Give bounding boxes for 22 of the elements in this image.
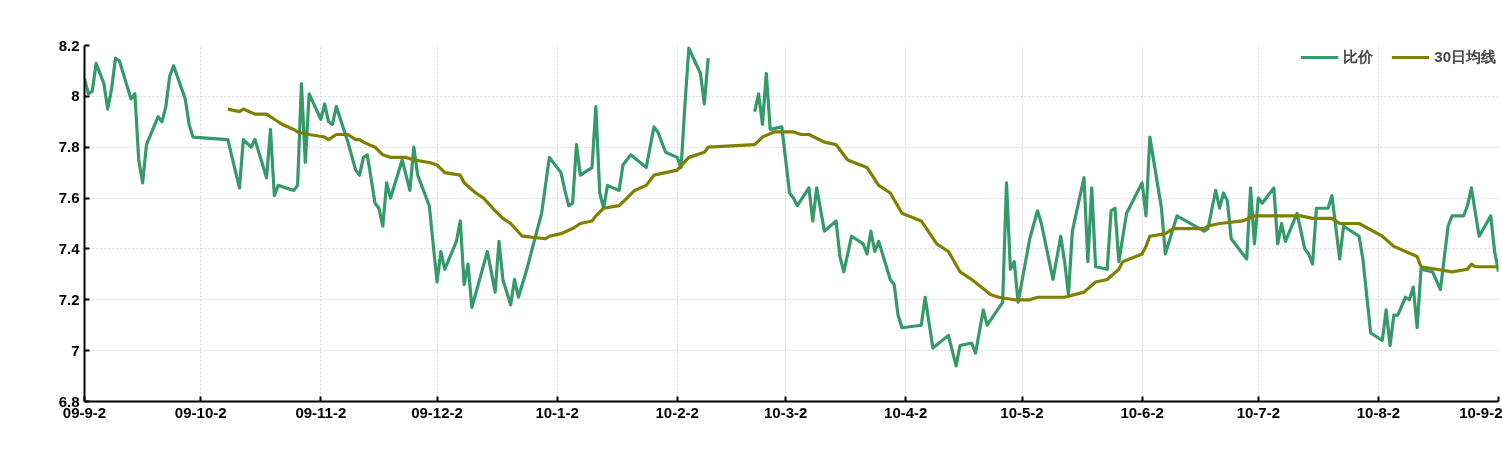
y-tick-label: 8.2 [58, 36, 80, 54]
x-tick-label: 10-8-2 [1356, 403, 1401, 421]
y-tick-label: 7.2 [58, 290, 80, 308]
x-tick-label: 09-10-2 [174, 403, 227, 421]
legend-label: 比价 [1343, 47, 1374, 67]
x-tick-label: 10-9-2 [1459, 403, 1502, 421]
x-tick-label: 09-11-2 [295, 403, 347, 421]
x-tick-label: 09-12-2 [411, 403, 463, 421]
y-tick-label: 8 [71, 87, 80, 105]
y-tick-label: 7.6 [58, 189, 80, 207]
y-tick-label: 7 [71, 341, 80, 359]
y-tick-label: 7.4 [58, 239, 81, 257]
x-tick-label: 10-4-2 [884, 403, 928, 421]
x-tick-label: 10-2-2 [655, 403, 699, 421]
x-tick-label: 10-3-2 [764, 403, 808, 421]
legend-label: 30日均线 [1434, 47, 1496, 67]
x-tick-label: 10-7-2 [1236, 403, 1280, 421]
y-tick-label: 7.8 [58, 138, 80, 156]
x-tick-label: 10-5-2 [1000, 403, 1044, 421]
line-series [226, 107, 1499, 302]
x-tick-label: 10-1-2 [535, 403, 579, 421]
x-tick-label: 10-6-2 [1120, 403, 1164, 421]
